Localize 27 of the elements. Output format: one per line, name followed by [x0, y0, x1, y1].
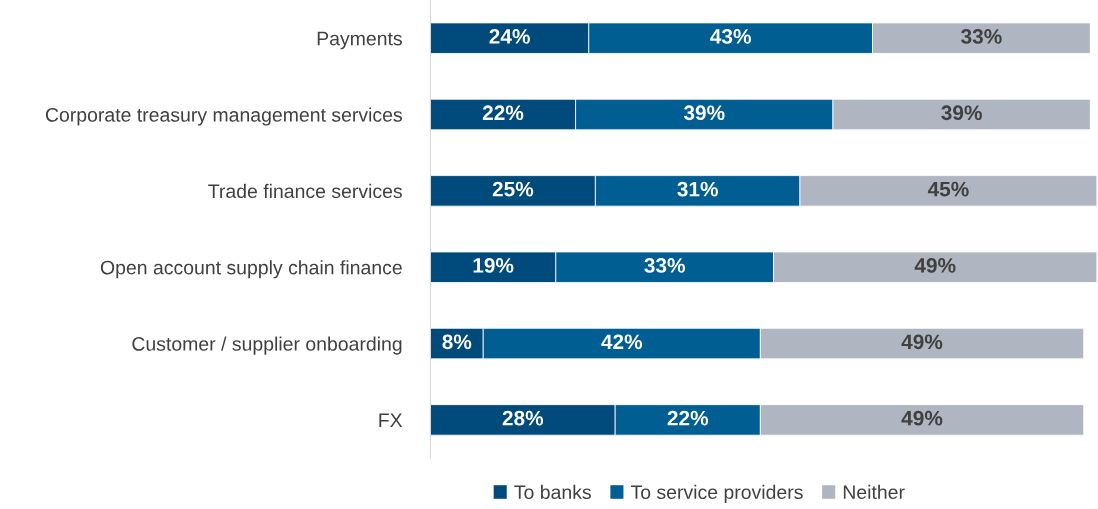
- data-label: 31%: [677, 181, 718, 197]
- data-label: 22%: [667, 410, 709, 426]
- data-label: 22%: [482, 105, 524, 121]
- data-label: 39%: [683, 105, 725, 121]
- y-tick-label: Customer / supplier onboarding: [132, 336, 402, 355]
- data-label: 42%: [601, 334, 643, 350]
- y-tick-label: Open account supply chain finance: [100, 260, 402, 279]
- data-label: 39%: [941, 105, 982, 121]
- data-label: 33%: [644, 258, 685, 273]
- y-tick-label: Corporate treasury management services: [45, 107, 402, 126]
- y-tick-label: Payments: [317, 31, 402, 50]
- legend-label: Neither: [843, 484, 905, 500]
- data-label: 49%: [914, 258, 956, 273]
- data-label: 49%: [901, 334, 943, 350]
- data-label: 8%: [442, 334, 472, 350]
- data-label: 45%: [927, 181, 969, 197]
- y-tick-label: Trade finance services: [208, 183, 402, 199]
- data-label: 33%: [961, 29, 1002, 44]
- legend-label: To service providers: [630, 484, 803, 503]
- data-label: 19%: [473, 258, 514, 273]
- legend-label: To banks: [514, 484, 591, 500]
- data-label: 24%: [489, 29, 530, 44]
- data-label: 49%: [901, 410, 943, 426]
- y-tick-label: FX: [379, 413, 403, 427]
- data-label: 43%: [710, 29, 751, 44]
- data-label: 28%: [502, 410, 544, 426]
- data-label: 25%: [492, 181, 534, 197]
